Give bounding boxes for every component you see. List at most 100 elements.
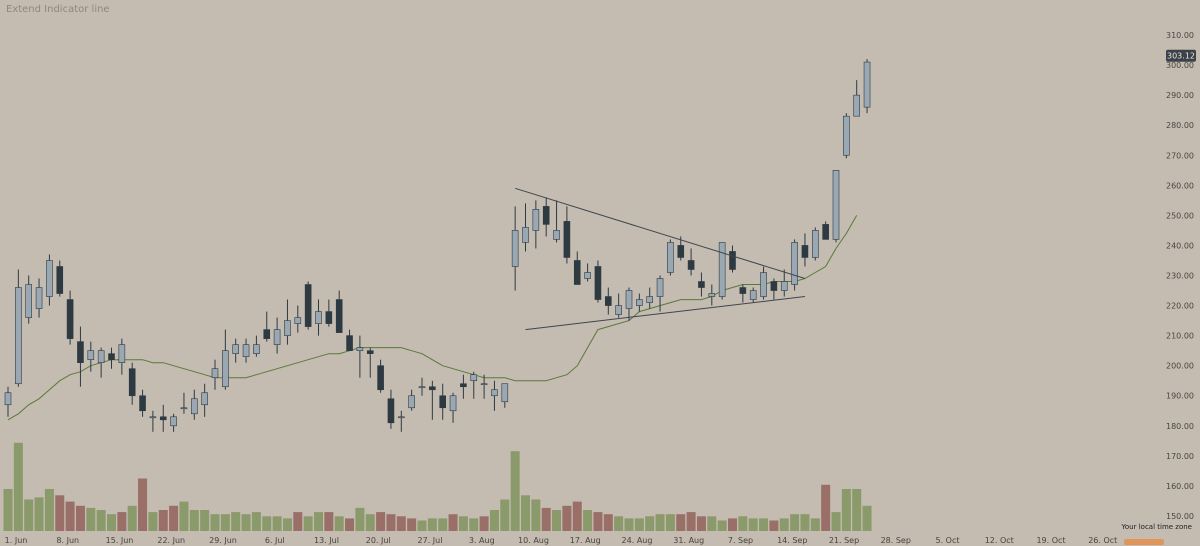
candle-body — [625, 290, 633, 309]
time-tick-label: 8. Jun — [56, 536, 79, 545]
timezone-label[interactable]: Your local time zone — [1121, 523, 1192, 531]
volume-bar — [800, 514, 810, 531]
volume-bar — [448, 514, 458, 531]
candle-body — [604, 296, 612, 306]
volume-bar — [55, 495, 65, 531]
candle-body — [242, 344, 250, 357]
candle — [760, 266, 767, 300]
candle-body — [263, 329, 271, 339]
volume-bar — [552, 510, 562, 531]
price-tick-label: 210.00 — [1166, 332, 1194, 341]
candle-body — [15, 287, 22, 385]
volume-bar — [407, 518, 417, 531]
candle-body — [211, 368, 219, 379]
candle-body — [346, 335, 353, 351]
candle-body — [822, 224, 829, 240]
price-tick-label: 200.00 — [1166, 362, 1194, 371]
candle-body — [532, 209, 540, 231]
candle — [232, 338, 239, 363]
price-axis[interactable]: 150.00 160.00 170.00 180.00 190.00 200.00 210.… — [1166, 31, 1194, 521]
time-tick-label: 26. Oct — [1088, 536, 1117, 545]
candle — [718, 242, 726, 300]
candle — [377, 359, 384, 393]
candle-body — [128, 368, 136, 397]
candle — [811, 227, 819, 261]
candle-body — [325, 311, 333, 324]
price-tick-label: 160.00 — [1166, 482, 1194, 491]
volume-bar — [65, 501, 75, 531]
candle-body — [304, 284, 312, 327]
candle-body — [501, 383, 509, 403]
candle — [335, 290, 343, 333]
price-tick-label: 260.00 — [1166, 181, 1194, 190]
time-tick-label: 12. Oct — [985, 536, 1014, 545]
time-tick-label: 19. Oct — [1036, 536, 1065, 545]
last-price-text: 303.12 — [1167, 52, 1195, 61]
candle-body — [387, 398, 395, 424]
time-tick-label: 1. Jun — [5, 536, 28, 545]
volume-bar — [603, 514, 613, 531]
candle — [108, 347, 115, 369]
candle — [770, 278, 778, 300]
candle-body — [253, 344, 260, 354]
candle-body — [760, 272, 767, 297]
candle — [594, 260, 602, 303]
trendlines — [515, 187, 806, 331]
candle — [843, 113, 850, 159]
volume-bar — [479, 516, 489, 531]
volume-bars — [3, 442, 872, 531]
candle-body — [708, 293, 716, 297]
candle-body — [232, 344, 239, 354]
candle-body — [180, 407, 188, 410]
volume-bar — [148, 512, 158, 531]
candle-body — [170, 416, 177, 427]
candle-body — [843, 115, 850, 156]
volume-bar — [220, 514, 230, 531]
candle — [501, 383, 509, 408]
time-tick-label: 31. Aug — [673, 536, 704, 545]
candle-body — [687, 260, 695, 270]
candle — [563, 206, 571, 264]
candle — [356, 335, 364, 378]
volume-bar — [200, 510, 210, 531]
volume-bar — [624, 518, 634, 531]
candle — [15, 269, 22, 387]
volume-bar — [303, 516, 313, 531]
candle — [832, 169, 840, 243]
candle — [677, 236, 685, 261]
candle-body — [366, 350, 374, 354]
candle-body — [542, 206, 550, 225]
candle — [615, 293, 622, 318]
volume-bar — [728, 518, 737, 531]
timezone-button[interactable] — [1124, 539, 1164, 545]
volume-bar — [831, 512, 841, 531]
volume-bar — [645, 516, 655, 531]
trendline[interactable] — [525, 296, 806, 331]
candle-body — [801, 245, 809, 258]
candle-body — [698, 281, 705, 288]
candle — [77, 326, 84, 387]
candle — [853, 80, 861, 117]
candle-body — [646, 296, 654, 303]
price-tick-label: 300.00 — [1166, 61, 1194, 70]
candle-body — [46, 260, 53, 297]
price-tick-label: 290.00 — [1166, 91, 1194, 100]
candle-body — [201, 392, 208, 406]
candle — [180, 392, 188, 414]
volume-bar — [438, 518, 448, 531]
candle — [708, 284, 716, 306]
candle-body — [573, 260, 581, 285]
candle-body — [594, 266, 602, 300]
candle — [159, 404, 167, 432]
candle-body — [470, 374, 478, 382]
candle — [66, 290, 74, 345]
volume-bar — [169, 505, 179, 531]
volume-bar — [583, 510, 593, 531]
last-price-badge — [1166, 49, 1196, 62]
candle — [532, 200, 540, 249]
volume-bar — [510, 451, 520, 531]
time-axis[interactable]: 1. Jun 8. Jun 15. Jun 22. Jun 29. Jun 6. Jul 1… — [5, 536, 1118, 545]
candle-body — [139, 395, 146, 412]
trendline[interactable] — [515, 187, 806, 279]
